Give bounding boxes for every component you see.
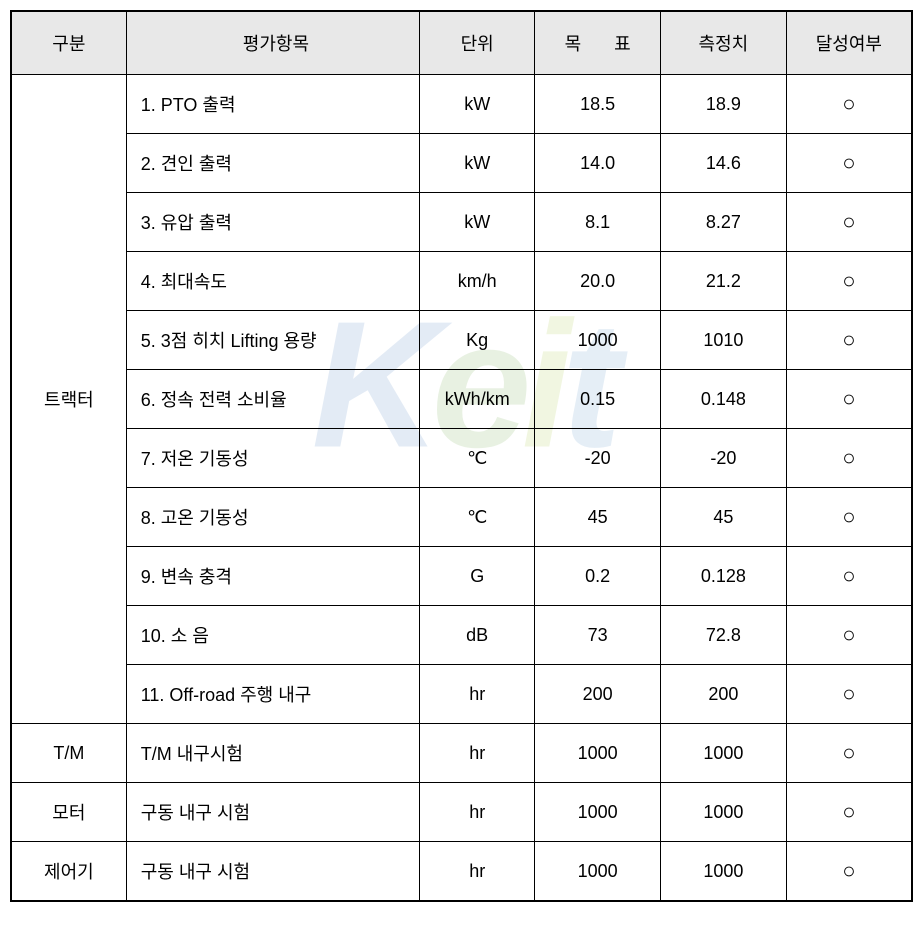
achieved-cell: ○	[786, 724, 912, 783]
achieved-cell: ○	[786, 429, 912, 488]
item-cell: 3. 유압 출력	[126, 193, 419, 252]
item-cell: 5. 3점 히치 Lifting 용량	[126, 311, 419, 370]
table-row: 3. 유압 출력 kW 8.1 8.27 ○	[11, 193, 912, 252]
achieved-cell: ○	[786, 547, 912, 606]
achieved-cell: ○	[786, 134, 912, 193]
item-cell: 4. 최대속도	[126, 252, 419, 311]
category-tractor: 트랙터	[11, 75, 126, 724]
evaluation-table: 구분 평가항목 단위 목 표 측정치 달성여부 트랙터 1. PTO 출력 kW…	[10, 10, 913, 902]
table-row: T/M T/M 내구시험 hr 1000 1000 ○	[11, 724, 912, 783]
achieved-cell: ○	[786, 783, 912, 842]
achieved-cell: ○	[786, 488, 912, 547]
category-controller: 제어기	[11, 842, 126, 902]
achieved-cell: ○	[786, 665, 912, 724]
unit-cell: ℃	[420, 429, 535, 488]
measured-cell: 1000	[661, 783, 787, 842]
table-row: 제어기 구동 내구 시험 hr 1000 1000 ○	[11, 842, 912, 902]
target-cell: 1000	[535, 783, 661, 842]
achieved-cell: ○	[786, 370, 912, 429]
table-row: 트랙터 1. PTO 출력 kW 18.5 18.9 ○	[11, 75, 912, 134]
table-row: 11. Off-road 주행 내구 hr 200 200 ○	[11, 665, 912, 724]
item-cell: 1. PTO 출력	[126, 75, 419, 134]
unit-cell: hr	[420, 783, 535, 842]
measured-cell: 72.8	[661, 606, 787, 665]
item-cell: 10. 소 음	[126, 606, 419, 665]
measured-cell: 0.148	[661, 370, 787, 429]
achieved-cell: ○	[786, 606, 912, 665]
item-cell: 11. Off-road 주행 내구	[126, 665, 419, 724]
target-cell: 45	[535, 488, 661, 547]
unit-cell: Kg	[420, 311, 535, 370]
unit-cell: kWh/km	[420, 370, 535, 429]
measured-cell: 1000	[661, 724, 787, 783]
unit-cell: dB	[420, 606, 535, 665]
table-row: 5. 3점 히치 Lifting 용량 Kg 1000 1010 ○	[11, 311, 912, 370]
item-cell: 구동 내구 시험	[126, 842, 419, 902]
item-cell: 9. 변속 충격	[126, 547, 419, 606]
table-row: 8. 고온 기동성 ℃ 45 45 ○	[11, 488, 912, 547]
item-cell: T/M 내구시험	[126, 724, 419, 783]
measured-cell: -20	[661, 429, 787, 488]
item-cell: 2. 견인 출력	[126, 134, 419, 193]
unit-cell: ℃	[420, 488, 535, 547]
target-cell: 20.0	[535, 252, 661, 311]
unit-cell: hr	[420, 842, 535, 902]
achieved-cell: ○	[786, 842, 912, 902]
header-measured: 측정치	[661, 11, 787, 75]
target-cell: 1000	[535, 724, 661, 783]
unit-cell: kW	[420, 134, 535, 193]
unit-cell: hr	[420, 724, 535, 783]
measured-cell: 21.2	[661, 252, 787, 311]
item-cell: 7. 저온 기동성	[126, 429, 419, 488]
measured-cell: 18.9	[661, 75, 787, 134]
header-row: 구분 평가항목 단위 목 표 측정치 달성여부	[11, 11, 912, 75]
table-row: 10. 소 음 dB 73 72.8 ○	[11, 606, 912, 665]
item-cell: 8. 고온 기동성	[126, 488, 419, 547]
table-header: 구분 평가항목 단위 목 표 측정치 달성여부	[11, 11, 912, 75]
measured-cell: 1000	[661, 842, 787, 902]
category-motor: 모터	[11, 783, 126, 842]
unit-cell: kW	[420, 193, 535, 252]
target-cell: 0.2	[535, 547, 661, 606]
table-row: 2. 견인 출력 kW 14.0 14.6 ○	[11, 134, 912, 193]
measured-cell: 200	[661, 665, 787, 724]
target-cell: -20	[535, 429, 661, 488]
unit-cell: km/h	[420, 252, 535, 311]
table-body: 트랙터 1. PTO 출력 kW 18.5 18.9 ○ 2. 견인 출력 kW…	[11, 75, 912, 902]
item-cell: 6. 정속 전력 소비율	[126, 370, 419, 429]
achieved-cell: ○	[786, 193, 912, 252]
table-row: 6. 정속 전력 소비율 kWh/km 0.15 0.148 ○	[11, 370, 912, 429]
unit-cell: G	[420, 547, 535, 606]
table-row: 7. 저온 기동성 ℃ -20 -20 ○	[11, 429, 912, 488]
target-cell: 8.1	[535, 193, 661, 252]
unit-cell: kW	[420, 75, 535, 134]
header-achieved: 달성여부	[786, 11, 912, 75]
achieved-cell: ○	[786, 75, 912, 134]
measured-cell: 14.6	[661, 134, 787, 193]
header-unit: 단위	[420, 11, 535, 75]
measured-cell: 8.27	[661, 193, 787, 252]
target-cell: 1000	[535, 842, 661, 902]
target-cell: 18.5	[535, 75, 661, 134]
table-row: 9. 변속 충격 G 0.2 0.128 ○	[11, 547, 912, 606]
table-row: 모터 구동 내구 시험 hr 1000 1000 ○	[11, 783, 912, 842]
measured-cell: 45	[661, 488, 787, 547]
target-cell: 1000	[535, 311, 661, 370]
target-cell: 200	[535, 665, 661, 724]
table-row: 4. 최대속도 km/h 20.0 21.2 ○	[11, 252, 912, 311]
table-container: Keit 구분 평가항목 단위 목 표 측정치 달성여부 트랙터 1. PTO …	[10, 10, 913, 902]
header-item: 평가항목	[126, 11, 419, 75]
header-target: 목 표	[535, 11, 661, 75]
measured-cell: 1010	[661, 311, 787, 370]
category-tm: T/M	[11, 724, 126, 783]
unit-cell: hr	[420, 665, 535, 724]
achieved-cell: ○	[786, 311, 912, 370]
measured-cell: 0.128	[661, 547, 787, 606]
target-cell: 0.15	[535, 370, 661, 429]
header-category: 구분	[11, 11, 126, 75]
target-cell: 73	[535, 606, 661, 665]
achieved-cell: ○	[786, 252, 912, 311]
item-cell: 구동 내구 시험	[126, 783, 419, 842]
target-cell: 14.0	[535, 134, 661, 193]
